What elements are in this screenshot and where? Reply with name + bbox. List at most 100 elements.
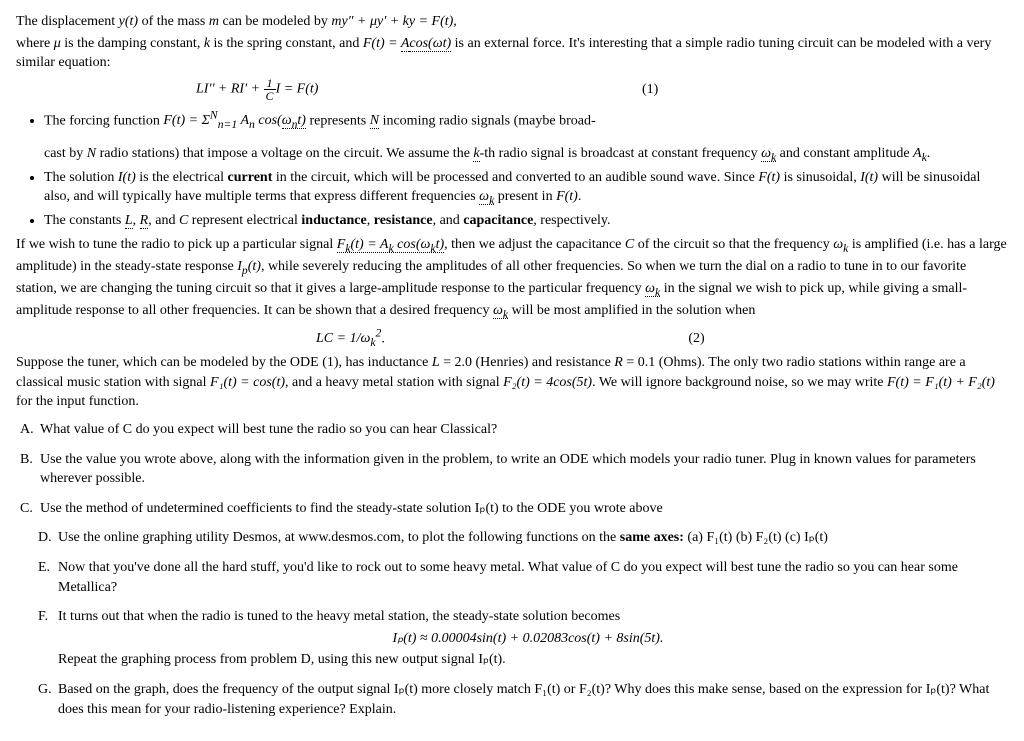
txt: If we wish to tune the radio to pick up …: [16, 237, 337, 252]
txt: Repeat the graphing process from problem…: [58, 652, 506, 667]
txt: represent electrical: [188, 213, 301, 228]
var-R: R: [614, 355, 623, 370]
mid-paragraph: If we wish to tune the radio to pick up …: [16, 235, 1008, 324]
q-A-text: What value of C do you expect will best …: [40, 420, 980, 440]
wk: ω: [493, 303, 503, 318]
intro-line-2: where μ is the damping constant, k is th…: [16, 34, 1008, 73]
question-F: F. It turns out that when the radio is t…: [20, 607, 1008, 670]
q-E-text: Now that you've done all the hard stuff,…: [58, 558, 998, 597]
txt: F(t) = Σ: [163, 113, 210, 128]
dot: .: [381, 331, 385, 346]
txt: t): [297, 113, 306, 128]
txt: t): [436, 237, 445, 252]
eq2-number: (2): [688, 331, 704, 346]
txt: of the circuit so that the frequency: [634, 237, 833, 252]
var-It: I(t): [118, 170, 136, 185]
eq-F-text: Iₚ(t) ≈ 0.00004sin(t) + 0.02083cos(t) + …: [393, 631, 664, 646]
txt: cos(ω: [394, 237, 431, 252]
fraction-1-over-C: 1C: [264, 77, 276, 102]
sup: N: [210, 109, 218, 122]
txt: radio stations) that impose a voltage on…: [96, 146, 473, 161]
var-F2: F₂(t): [503, 375, 530, 390]
letter-E: E.: [38, 558, 58, 578]
question-C: C.Use the method of undetermined coeffic…: [20, 499, 1008, 519]
txt: ω: [282, 113, 292, 128]
var-m: m: [209, 14, 219, 29]
txt: for the input function.: [16, 394, 139, 409]
bullet-2: The solution I(t) is the electrical curr…: [44, 168, 1008, 210]
txt: A: [237, 113, 249, 128]
question-E: E.Now that you've done all the hard stuf…: [20, 558, 1008, 597]
bold-capacitance: capacitance: [463, 213, 533, 228]
txt: and constant amplitude: [776, 146, 913, 161]
txt: , and: [148, 213, 179, 228]
q-D-text: Use the online graphing utility Desmos, …: [58, 528, 998, 548]
txt: , then we adjust the capacitance: [444, 237, 625, 252]
txt: is sinusoidal,: [780, 170, 860, 185]
frac-num: 1: [264, 77, 276, 90]
setup-paragraph: Suppose the tuner, which can be modeled …: [16, 353, 1008, 412]
wk: ω: [479, 189, 489, 204]
frac-den: C: [264, 90, 276, 102]
question-A: A.What value of C do you expect will bes…: [20, 420, 1008, 440]
var-Ft: F(t): [556, 189, 578, 204]
question-list: A.What value of C do you expect will bes…: [16, 420, 1008, 719]
txt: will be most amplified in the solution w…: [508, 303, 755, 318]
wk: ω: [833, 237, 843, 252]
txt: is the spring constant, and: [210, 36, 363, 51]
txt: .: [927, 146, 931, 161]
txt: is the damping constant,: [61, 36, 204, 51]
question-G: G.Based on the graph, does the frequency…: [20, 680, 1008, 719]
txt: Suppose the tuner, which can be modeled …: [16, 355, 432, 370]
var-ft: F(t): [363, 36, 385, 51]
bold-same-axes: same axes:: [620, 530, 684, 545]
txt: The displacement: [16, 14, 119, 29]
txt: (t): [248, 259, 261, 274]
var-L: L: [125, 213, 133, 228]
eq2-lhs: LC = 1/ω: [316, 331, 370, 346]
var-yt: y(t): [119, 14, 138, 29]
letter-A: A.: [20, 420, 40, 440]
var-R: R: [140, 213, 149, 228]
txt: incoming radio signals (maybe broad-: [379, 113, 596, 128]
eq-mass: my" + μy' + ky = F(t),: [331, 14, 456, 29]
var-Ft: F(t): [758, 170, 780, 185]
Ak: A: [913, 146, 922, 161]
txt: = cos(t): [237, 375, 285, 390]
cos-wt: cos(ωt): [409, 36, 451, 52]
var-F1: F₁(t): [210, 375, 237, 390]
letter-G: G.: [38, 680, 58, 700]
bullet-3: The constants L, R, and C represent elec…: [44, 211, 1008, 231]
question-D: D.Use the online graphing utility Desmos…: [20, 528, 1008, 548]
bullet-1: The forcing function F(t) = ΣNn=1 An cos…: [44, 108, 1008, 166]
var-C: C: [179, 213, 188, 228]
letter-D: D.: [38, 528, 58, 548]
letter-C: C.: [20, 499, 40, 519]
txt: . We will ignore background noise, so we…: [592, 375, 887, 390]
var-N: N: [370, 113, 379, 128]
txt: -th radio signal is broadcast at constan…: [480, 146, 761, 161]
txt: can be modeled by: [219, 14, 331, 29]
var-L: L: [432, 355, 440, 370]
txt: = 4cos(5t): [530, 375, 592, 390]
sub: n=1: [218, 118, 238, 131]
txt: , and a heavy metal station with signal: [285, 375, 503, 390]
txt: Use the online graphing utility Desmos, …: [58, 530, 620, 545]
intro-line-1: The displacement y(t) of the mass m can …: [16, 12, 1008, 32]
txt: ,: [133, 213, 140, 228]
txt: present in: [494, 189, 556, 204]
txt: (a) F₁(t) (b) F₂(t) (c) Iₚ(t): [684, 530, 828, 545]
txt: The forcing function: [44, 113, 163, 128]
txt: cos(: [255, 113, 282, 128]
q-B-text: Use the value you wrote above, along wit…: [40, 450, 980, 489]
txt: , and: [433, 213, 464, 228]
var-Ft: F(t) = F₁(t) + F₂(t): [887, 375, 995, 390]
bold-resistance: resistance: [374, 213, 433, 228]
eq1-number: (1): [642, 80, 658, 100]
bold-inductance: inductance: [301, 213, 366, 228]
equation-1: LI'' + RI' + 1CI = F(t) (1): [16, 77, 1008, 102]
var-It: I(t): [860, 170, 878, 185]
var-mu: μ: [54, 36, 61, 51]
txt: (t) = A: [351, 237, 389, 252]
txt: .: [578, 189, 582, 204]
